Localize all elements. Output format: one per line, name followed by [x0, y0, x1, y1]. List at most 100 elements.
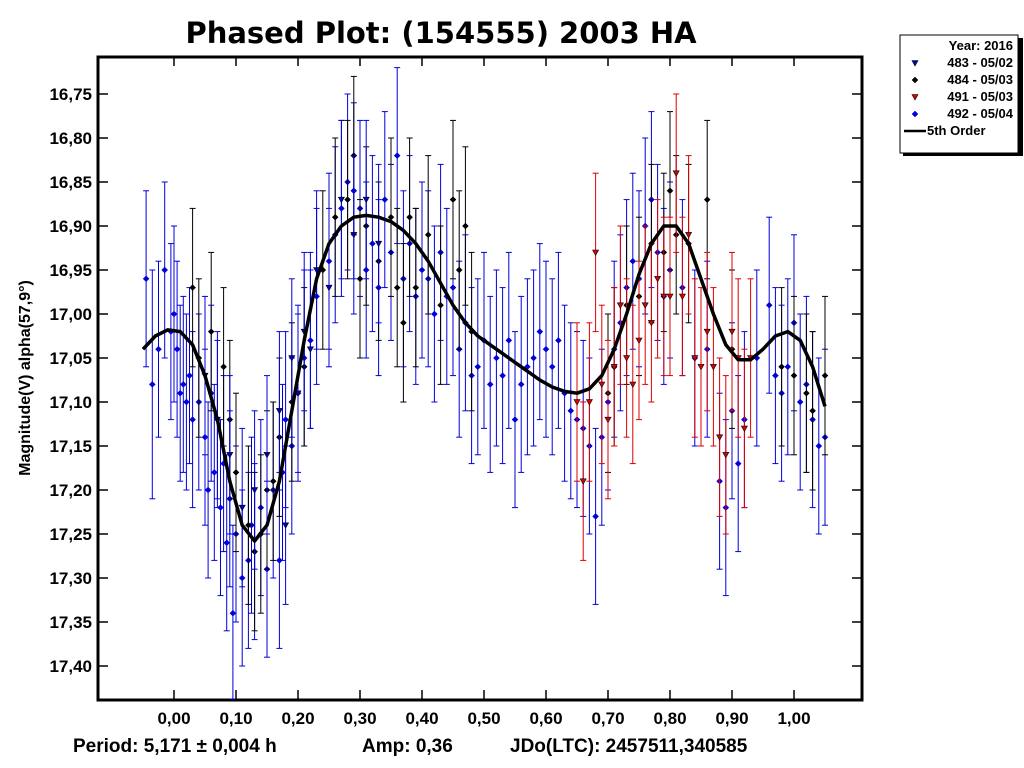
x-tick-label: 0,90 [715, 709, 748, 728]
data-point [217, 504, 224, 511]
y-tick-label: 17,20 [49, 481, 92, 500]
data-point [148, 381, 156, 388]
legend-diamond-icon [911, 110, 919, 118]
data-point [716, 434, 724, 441]
data-point [362, 196, 370, 204]
plot-area: 16,75 16,80 16,85 16,90 16,95 17,00 17,05 17,10… [49, 55, 864, 728]
data-point [220, 363, 227, 371]
data-point [598, 381, 606, 389]
data-point [647, 320, 655, 327]
y-tick-label: 17,25 [49, 525, 92, 544]
y-tick-label: 17,15 [49, 437, 92, 456]
legend-triangle-icon [911, 94, 919, 101]
data-point [803, 389, 810, 397]
data-point [697, 364, 705, 371]
data-point [809, 407, 816, 415]
data-point [654, 276, 662, 283]
legend-entry: 483 - 05/02 [911, 55, 1013, 70]
data-point [170, 310, 178, 318]
y-tick-label: 17,00 [49, 305, 92, 324]
data-point [678, 293, 686, 301]
data-point [517, 381, 525, 388]
legend: Year: 2016 483 - 05/02 484 - 05/03 491 - 0… [899, 34, 1023, 156]
data-point [344, 196, 351, 203]
data-point [629, 257, 637, 265]
x-axis: 0,00 0,10 0,20 0,30 0,40 0,50 0,60 0,70 0,80 0,90… [157, 57, 811, 728]
series-491 [573, 93, 755, 561]
data-point [263, 452, 271, 459]
y-tick-label: 16,85 [49, 173, 92, 192]
fit-curve-layer [141, 213, 827, 543]
legend-label: 484 - 05/03 [947, 72, 1013, 87]
data-point [722, 452, 730, 459]
data-point [418, 266, 426, 274]
y-axis-label: Magnitude(V) alpha(57,9°) [17, 280, 34, 476]
data-point [276, 557, 283, 564]
data-point [629, 381, 637, 389]
legend-triangle-icon [911, 60, 919, 67]
data-point [821, 372, 829, 379]
data-point [455, 266, 463, 274]
data-point [604, 416, 612, 424]
data-point [796, 398, 804, 406]
y-axis: 16,75 16,80 16,85 16,90 16,95 17,00 17,05 17,10… [49, 85, 862, 676]
data-point [765, 301, 773, 309]
legend-header: Year: 2016 [949, 38, 1013, 53]
legend-diamond-icon [911, 76, 919, 84]
data-point [511, 416, 519, 423]
x-tick-label: 0,20 [281, 709, 314, 728]
data-point [536, 328, 544, 335]
legend-entry: 484 - 05/03 [911, 72, 1013, 87]
data-point [635, 337, 643, 345]
x-tick-label: 0,00 [157, 709, 190, 728]
legend-entry: 491 - 05/03 [911, 89, 1013, 104]
data-point [691, 355, 699, 362]
data-point [179, 381, 187, 388]
data-point [641, 302, 649, 309]
plot-frame [96, 55, 864, 702]
data-point [282, 416, 289, 423]
x-tick-label: 0,50 [467, 709, 500, 728]
data-point [431, 310, 438, 318]
x-tick-label: 0,10 [219, 709, 252, 728]
data-point [437, 301, 444, 309]
data-point [740, 425, 748, 433]
data-point [238, 504, 246, 512]
data-point [331, 213, 339, 221]
y-tick-label: 16,90 [49, 217, 92, 236]
data-point [275, 408, 283, 415]
data-point [251, 487, 259, 494]
data-point [709, 364, 717, 371]
data-point [703, 196, 711, 203]
data-point [666, 293, 674, 301]
data-point [337, 196, 345, 204]
data-point [424, 231, 432, 239]
data-point [325, 284, 333, 292]
data-point [579, 478, 587, 485]
y-tick-label: 17,35 [49, 613, 92, 632]
y-tick-label: 17,40 [49, 657, 92, 676]
data-point [616, 302, 624, 309]
data-point [555, 337, 562, 344]
data-point [567, 407, 575, 415]
data-point [548, 363, 556, 371]
data-point [350, 232, 358, 239]
x-tick-label: 0,70 [591, 709, 624, 728]
data-point [449, 196, 457, 203]
x-tick-label: 0,80 [653, 709, 686, 728]
x-tick-label: 1,00 [777, 709, 810, 728]
data-point [666, 187, 674, 195]
amplitude-label: Amp: 0,36 [362, 736, 453, 757]
data-point [505, 337, 513, 344]
data-point [226, 452, 234, 459]
legend-label: 5th Order [927, 123, 986, 138]
data-point [142, 275, 150, 283]
data-point [204, 486, 212, 494]
legend-box [899, 34, 1019, 154]
series-483 [201, 119, 383, 605]
legend-label: 491 - 05/03 [947, 89, 1013, 104]
chart-title: Phased Plot: (154555) 2003 HA [185, 16, 697, 50]
data-point [449, 284, 457, 291]
legend-entry: 492 - 05/04 [911, 106, 1014, 121]
